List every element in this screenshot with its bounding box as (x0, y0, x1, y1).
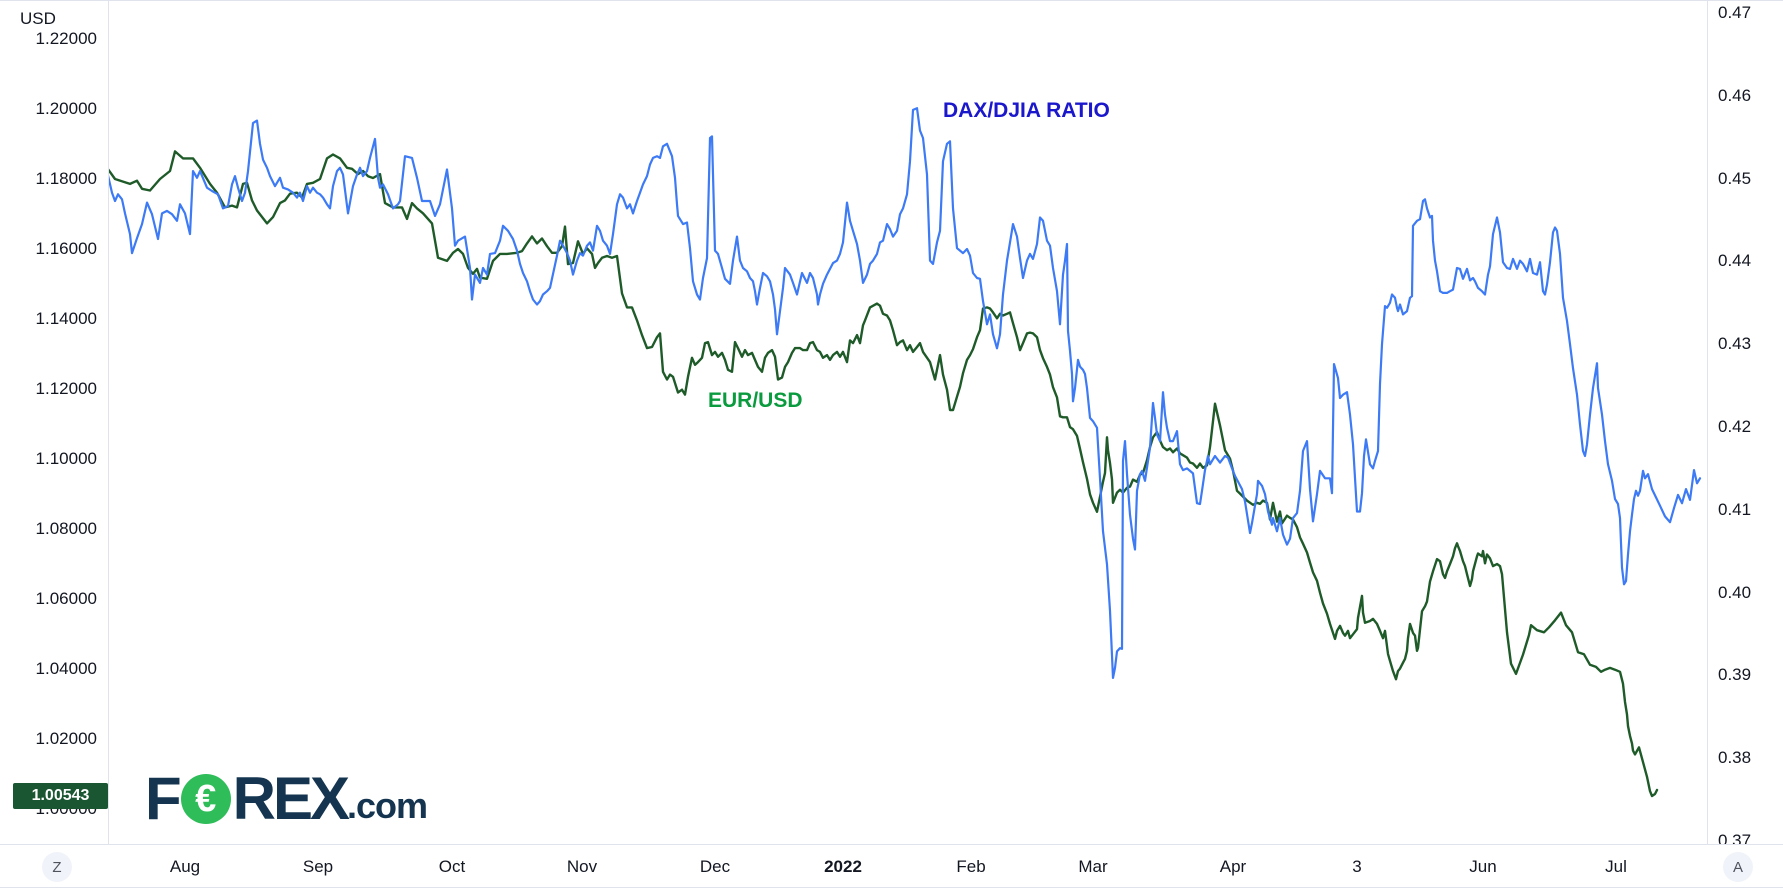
left-scale-tick-label: 1.22000 (35, 29, 97, 48)
time-axis-year-label: 2022 (824, 857, 862, 876)
time-axis-month-label: Mar (1078, 857, 1108, 876)
right-scale-tick-label: 0.38 (1718, 748, 1752, 768)
time-axis-month-label: Feb (956, 857, 986, 876)
time-axis-month-label: Jun (1469, 857, 1497, 876)
right-scale-tick-label: 0.46 (1718, 85, 1752, 105)
time-axis-month-label: Nov (566, 857, 598, 876)
right-scale-tick-label: 0.42 (1718, 417, 1752, 436)
logo-dotcom-text: .com (347, 785, 428, 826)
left-price-scale[interactable]: USD 1.22000 1.20000 1.18000 1.16000 1.14000 1… (0, 1, 109, 844)
dax-djia-ratio-series-label[interactable]: DAX/DJIA RATIO (943, 99, 1110, 122)
time-scale[interactable]: Aug Sep Oct Nov Dec 2022 Feb Mar Apr 3 Jun Jul Z A (0, 844, 1783, 888)
left-scale-tick-label: 1.14000 (35, 309, 97, 328)
left-scale-unit-label: USD (20, 9, 56, 28)
time-axis-month-label: 3 (1352, 857, 1362, 876)
left-scale-tick-label: 1.04000 (35, 659, 97, 678)
auto-scale-button[interactable]: A (1723, 852, 1753, 882)
time-axis-month-label: Dec (699, 857, 731, 876)
right-scale-tick-label: 0.40 (1718, 582, 1752, 602)
left-scale-tick-label: 1.12000 (35, 379, 97, 398)
logo-euro-coin-icon: € (180, 774, 231, 824)
left-scale-tick-label: 1.02000 (35, 729, 97, 748)
time-axis-month-label: Sep (302, 857, 334, 876)
logo-letter-f: F (145, 765, 182, 832)
eurusd-line-series[interactable] (107, 150, 1659, 798)
logo-letters-rex: REX (232, 765, 350, 832)
time-axis-month-label: Oct (438, 857, 466, 876)
left-scale-tick-label: 1.10000 (35, 449, 97, 468)
time-axis-month-label: Apr (1219, 857, 1247, 876)
dax-djia-last-price-badge: 0.41 (1725, 470, 1757, 488)
right-scale-tick-label: 0.39 (1718, 665, 1752, 685)
forex-com-logo: F € REX .com (145, 765, 428, 832)
right-scale-tick-label: 0.41 (1718, 499, 1752, 519)
time-axis-month-label: Aug (169, 857, 201, 876)
eurusd-series-label[interactable]: EUR/USD (708, 389, 803, 412)
right-scale-tick-label: 0.45 (1718, 168, 1752, 188)
right-scale-tick-label: 0.43 (1718, 334, 1752, 354)
right-scale-tick-label: 0.44 (1718, 251, 1752, 271)
right-price-scale[interactable]: 0.47 0.46 0.45 0.44 0.43 0.42 0.41 0.40 0.39 0.38… (1707, 1, 1783, 850)
timezone-button-label: Z (52, 858, 62, 876)
dax-djia-ratio-line-series[interactable] (107, 107, 1702, 680)
left-scale-tick-label: 1.08000 (35, 519, 97, 538)
left-scale-tick-label: 1.18000 (35, 169, 97, 188)
auto-scale-button-label: A (1732, 858, 1743, 876)
left-scale-tick-label: 1.06000 (35, 589, 97, 608)
time-axis-month-label: Jul (1605, 857, 1627, 876)
right-scale-tick-label: 0.47 (1718, 3, 1752, 22)
eurusd-last-price-badge: 1.00543 (13, 783, 108, 809)
left-scale-tick-label: 1.16000 (35, 239, 97, 258)
left-scale-tick-label: 1.20000 (35, 99, 97, 118)
timezone-button[interactable]: Z (42, 852, 72, 882)
